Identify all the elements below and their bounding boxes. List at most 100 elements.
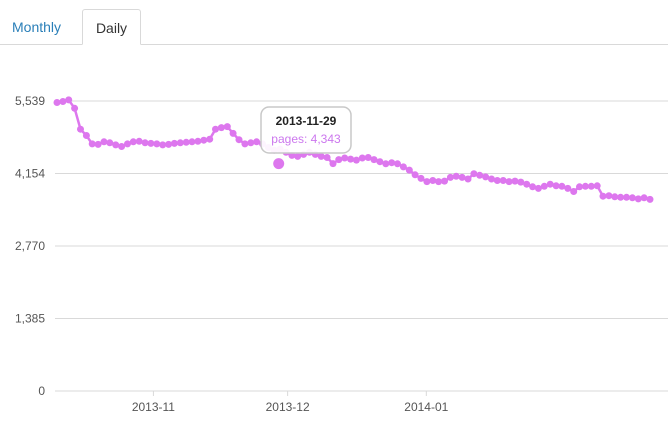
data-point[interactable] — [599, 192, 607, 200]
data-point[interactable] — [82, 132, 90, 139]
data-point[interactable] — [370, 156, 378, 164]
data-point[interactable] — [65, 96, 73, 104]
data-point[interactable] — [529, 183, 537, 191]
data-point[interactable] — [165, 140, 173, 148]
data-point[interactable] — [100, 138, 108, 146]
data-point[interactable] — [159, 141, 167, 149]
data-point[interactable] — [118, 143, 126, 150]
data-point[interactable] — [499, 177, 507, 184]
data-point[interactable] — [587, 182, 595, 190]
data-point[interactable] — [458, 173, 466, 181]
data-point[interactable] — [329, 160, 337, 168]
data-point[interactable] — [212, 125, 219, 133]
data-point[interactable] — [382, 160, 390, 168]
data-point[interactable] — [441, 177, 448, 185]
data-point[interactable] — [640, 194, 648, 202]
data-point[interactable] — [429, 177, 437, 184]
data-point[interactable] — [446, 173, 454, 181]
data-point[interactable] — [540, 182, 548, 190]
data-point[interactable] — [77, 125, 84, 133]
data-point[interactable] — [141, 139, 149, 147]
data-point[interactable] — [511, 177, 519, 185]
data-point[interactable] — [352, 156, 360, 164]
tab-monthly[interactable]: Monthly — [12, 19, 62, 35]
data-point[interactable] — [505, 178, 513, 186]
data-point[interactable] — [176, 139, 184, 147]
data-point[interactable] — [88, 140, 96, 148]
data-point[interactable] — [124, 140, 131, 148]
data-point[interactable] — [388, 159, 396, 167]
data-point[interactable] — [552, 182, 560, 190]
data-point[interactable] — [59, 98, 67, 105]
data-point[interactable] — [170, 139, 178, 147]
data-point[interactable] — [452, 172, 460, 180]
data-point[interactable] — [106, 139, 114, 147]
data-point[interactable] — [423, 178, 431, 186]
data-point[interactable] — [112, 141, 120, 149]
data-point[interactable] — [247, 139, 255, 147]
data-point[interactable] — [53, 99, 61, 106]
data-point[interactable] — [411, 171, 419, 179]
x-tick-label: 2013-11 — [132, 400, 175, 414]
data-point[interactable] — [253, 138, 261, 146]
data-point[interactable] — [317, 152, 325, 160]
data-point[interactable] — [182, 138, 190, 146]
data-point[interactable] — [294, 152, 302, 160]
data-point[interactable] — [623, 193, 630, 201]
data-point[interactable] — [482, 173, 490, 181]
data-point[interactable] — [476, 171, 484, 179]
data-point[interactable] — [517, 178, 525, 186]
data-point[interactable] — [217, 124, 225, 132]
data-point[interactable] — [605, 192, 613, 200]
data-point[interactable] — [470, 170, 478, 178]
data-point[interactable] — [570, 188, 578, 195]
data-point[interactable] — [435, 178, 443, 186]
data-point[interactable] — [628, 194, 636, 202]
data-point[interactable] — [229, 129, 237, 137]
data-point[interactable] — [394, 160, 401, 168]
data-point[interactable] — [241, 140, 249, 148]
data-point[interactable] — [617, 193, 625, 201]
x-tick-label: 2014-01 — [404, 400, 448, 414]
data-point[interactable] — [581, 182, 589, 190]
data-point[interactable] — [194, 137, 202, 145]
data-point[interactable] — [523, 180, 531, 188]
data-point[interactable] — [634, 195, 642, 203]
data-point[interactable] — [341, 154, 349, 162]
data-point[interactable] — [564, 184, 572, 192]
data-point[interactable] — [534, 184, 542, 192]
data-point[interactable] — [417, 174, 425, 182]
data-point[interactable] — [200, 136, 208, 144]
data-point[interactable] — [71, 104, 79, 112]
data-point[interactable] — [593, 182, 601, 190]
data-point[interactable] — [399, 163, 407, 171]
data-point[interactable] — [611, 193, 619, 201]
data-point[interactable] — [358, 154, 366, 162]
data-point[interactable] — [135, 137, 143, 145]
data-point[interactable] — [129, 138, 137, 146]
data-point[interactable] — [323, 154, 331, 161]
data-point[interactable] — [94, 140, 102, 148]
data-point[interactable] — [576, 183, 583, 191]
data-point[interactable] — [364, 154, 372, 161]
data-point[interactable] — [188, 138, 196, 146]
data-point[interactable] — [223, 123, 231, 131]
highlighted-point[interactable] — [273, 158, 285, 170]
data-point[interactable] — [235, 136, 243, 144]
data-point[interactable] — [405, 166, 413, 174]
y-tick-label: 1,385 — [15, 312, 45, 326]
data-point[interactable] — [147, 139, 155, 147]
data-point[interactable] — [206, 135, 214, 143]
data-point[interactable] — [546, 180, 554, 188]
data-point[interactable] — [558, 182, 566, 190]
data-point[interactable] — [335, 156, 343, 164]
data-point[interactable] — [153, 140, 161, 148]
tab-daily[interactable]: Daily — [82, 9, 141, 45]
data-point[interactable] — [646, 195, 654, 203]
data-point[interactable] — [488, 175, 495, 183]
data-point[interactable] — [376, 158, 384, 166]
data-point[interactable] — [493, 177, 501, 184]
data-point[interactable] — [347, 155, 355, 163]
data-point[interactable] — [464, 175, 472, 183]
